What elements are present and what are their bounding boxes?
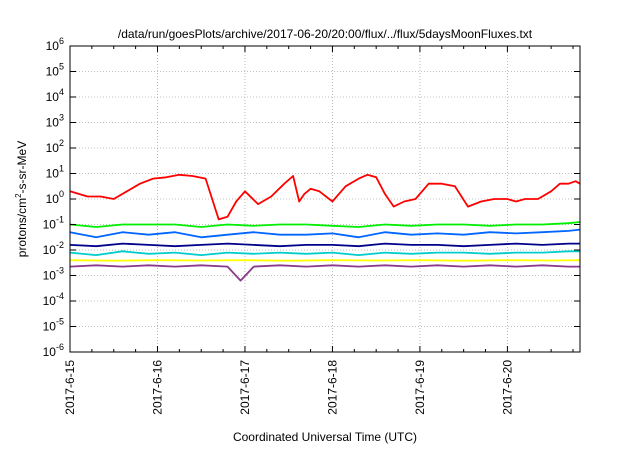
y-tick-label: 10-2 <box>43 240 64 257</box>
series-line <box>69 221 581 228</box>
grid <box>70 46 580 352</box>
y-tick-label: 10-4 <box>43 291 64 308</box>
y-axis-label-suffix: -s-sr-MeV <box>15 141 29 194</box>
x-tick-label: 2017-6-15 <box>63 360 77 415</box>
y-tick-label: 105 <box>46 62 64 79</box>
y-tick-label: 102 <box>46 138 64 155</box>
ticks <box>69 45 580 353</box>
y-tick-labels: 10-6 10-5 10-4 10-3 10-2 10-1 100 101 102 103 104 1… <box>43 36 64 359</box>
x-tick-labels: 2017-6-15 2017-6-16 2017-6-17 2017-6-18 2017… <box>63 360 514 415</box>
series-line <box>69 228 581 239</box>
series-line <box>69 242 580 248</box>
y-tick-label: 104 <box>46 87 64 104</box>
x-tick-label: 2017-6-18 <box>325 360 339 415</box>
series-line <box>69 250 580 257</box>
y-tick-label: 10-5 <box>43 317 64 334</box>
series-group <box>69 173 581 282</box>
y-tick-label: 100 <box>46 189 64 206</box>
y-tick-label: 10-3 <box>43 266 64 283</box>
x-axis-label: Coordinated Universal Time (UTC) <box>233 430 417 444</box>
x-tick-label: 2017-6-19 <box>413 360 427 415</box>
x-tick-label: 2017-6-20 <box>500 360 514 415</box>
y-tick-label: 10-6 <box>43 342 64 359</box>
series-line <box>69 259 581 262</box>
y-tick-label: 101 <box>46 164 64 181</box>
series-line <box>69 173 581 221</box>
y-tick-label: 106 <box>46 36 64 53</box>
x-tick-label: 2017-6-17 <box>238 360 252 415</box>
y-axis-label-main: protons/cm <box>15 198 29 257</box>
y-axis-label: protons/cm2-s-sr-MeV <box>14 141 29 257</box>
series-line <box>69 264 580 282</box>
y-axis-label-superscript: 2 <box>14 193 23 198</box>
x-tick-label: 2017-6-16 <box>150 360 164 415</box>
chart-title: /data/run/goesPlots/archive/2017-06-20/2… <box>118 27 533 41</box>
y-tick-label: 10-1 <box>43 215 64 232</box>
y-tick-label: 103 <box>46 113 64 130</box>
